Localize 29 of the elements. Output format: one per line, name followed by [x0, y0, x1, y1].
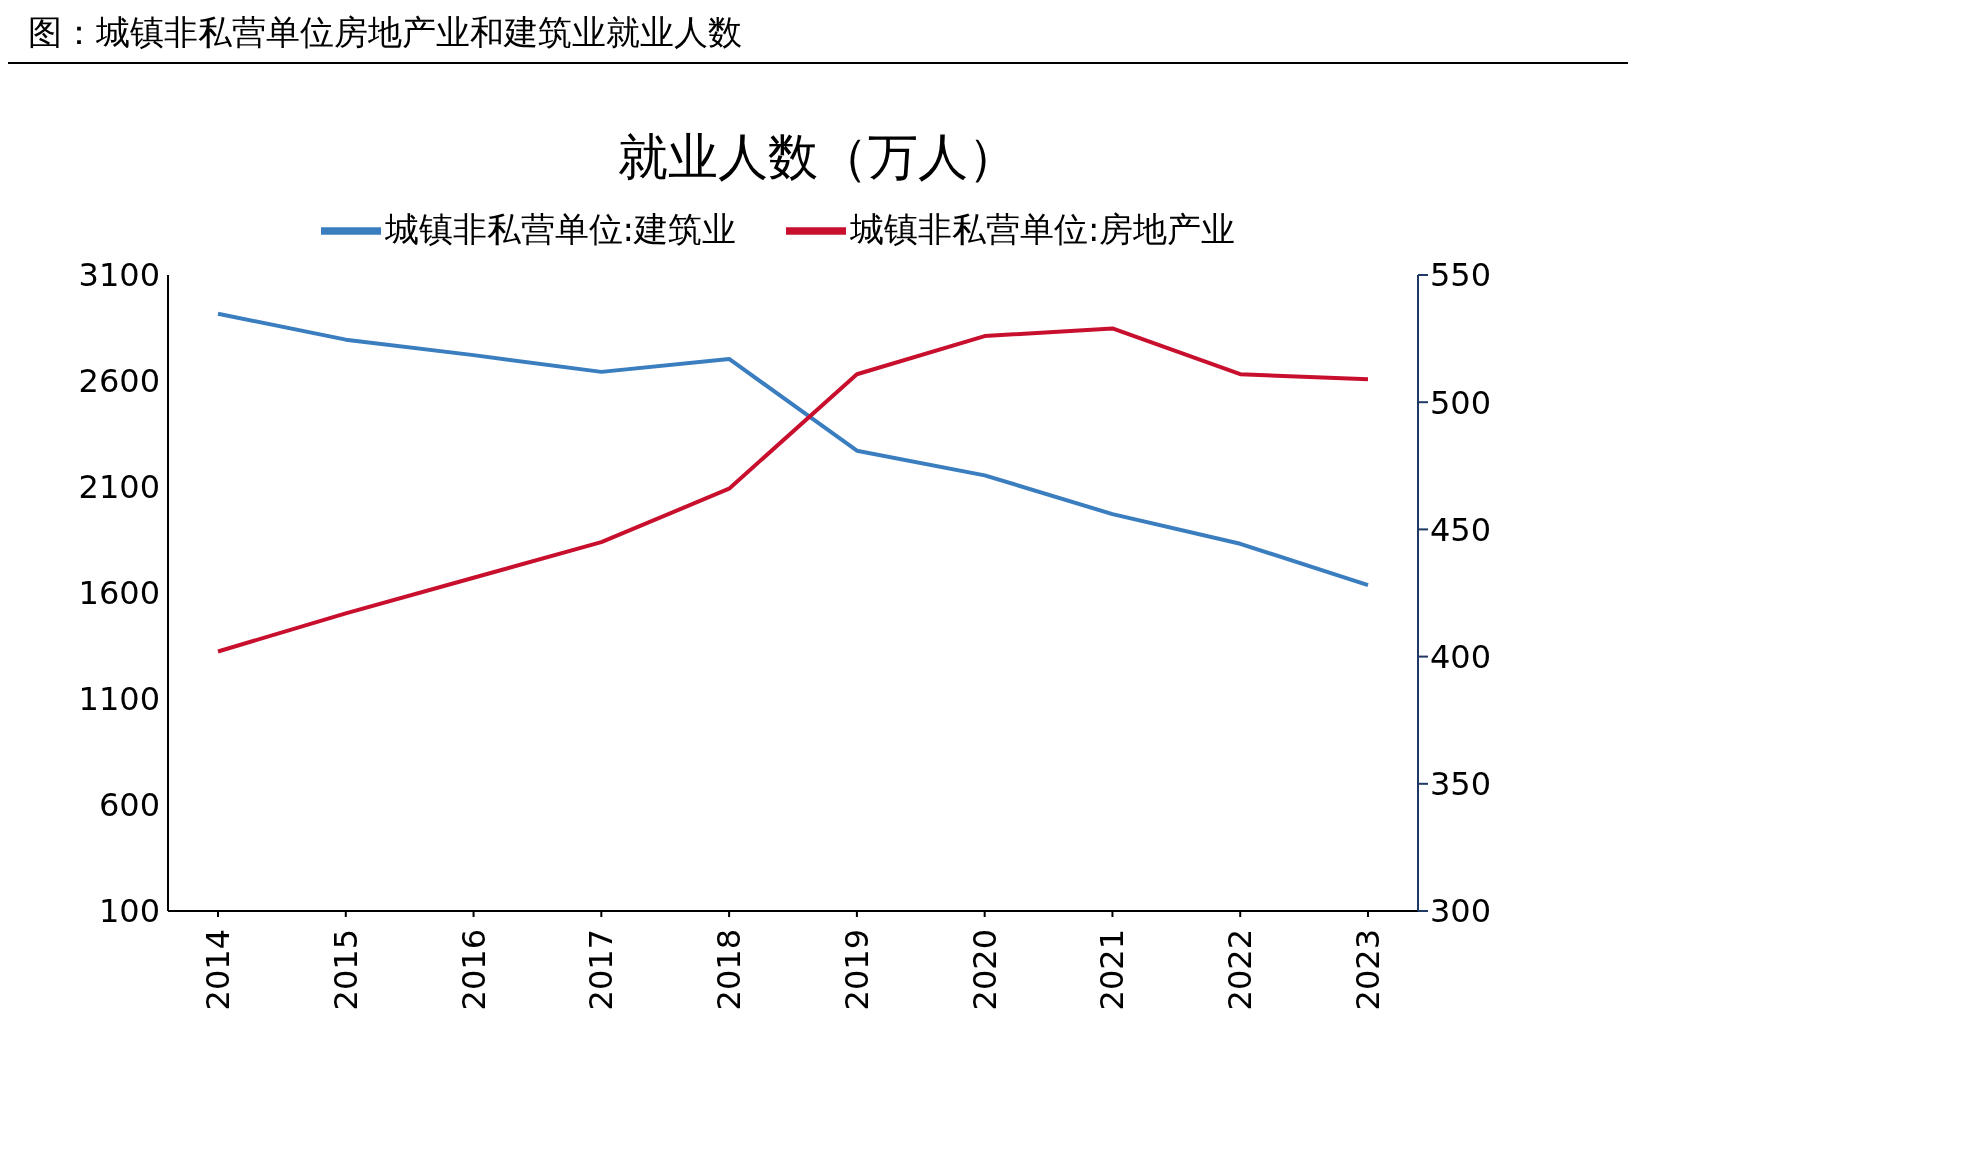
y2-tick-label: 450 [1430, 510, 1492, 549]
y2-tick-label: 300 [1430, 892, 1492, 931]
line-series [216, 326, 1370, 654]
y-tick-label: 2600 [78, 362, 160, 401]
x-tick-label: 2022 [1221, 929, 1260, 1011]
legend-label: 城镇非私营单位:房地产业 [850, 208, 1236, 249]
chart-title: 图：城镇非私营单位房地产业和建筑业就业人数 [8, 8, 1628, 64]
y2-tick-label: 400 [1430, 637, 1492, 676]
y-tick-label: 1600 [78, 574, 160, 613]
y-tick-label: 1100 [78, 680, 160, 719]
y2-tick-label: 500 [1430, 383, 1492, 422]
x-tick-label: 2019 [837, 929, 876, 1011]
x-tick-label: 2017 [582, 929, 621, 1011]
y-tick-label: 2100 [78, 468, 160, 507]
x-tick-label: 2020 [965, 929, 1004, 1011]
x-tick-label: 2015 [326, 929, 365, 1011]
y-tick-label: 100 [98, 892, 160, 931]
x-tick-label: 2021 [1093, 929, 1132, 1011]
x-tick-label: 2023 [1349, 929, 1387, 1011]
x-tick-label: 2014 [199, 929, 237, 1011]
x-tick-label: 2016 [454, 929, 493, 1011]
y2-tick-label: 350 [1430, 765, 1492, 804]
y-tick-label: 600 [98, 786, 160, 825]
x-tick-label: 2018 [710, 929, 749, 1011]
chart-subtitle: 就业人数（万人） [617, 127, 1019, 188]
y2-tick-label: 550 [1430, 256, 1492, 295]
line-series [216, 311, 1370, 588]
legend-label: 城镇非私营单位:建筑业 [384, 208, 736, 249]
y-tick-label: 3100 [78, 256, 160, 295]
